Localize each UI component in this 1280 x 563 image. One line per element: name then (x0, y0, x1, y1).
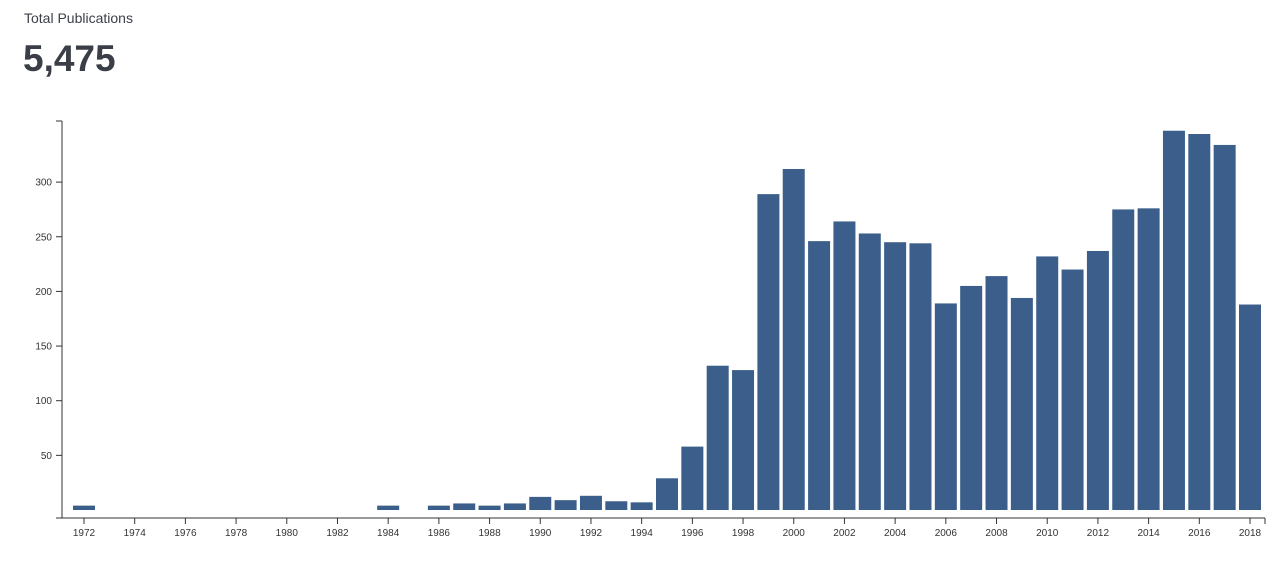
x-tick-label: 1978 (225, 528, 248, 539)
bar-1997 (706, 365, 729, 510)
bar-1996 (681, 446, 704, 510)
bar-2017 (1213, 144, 1236, 511)
x-tick-label: 1980 (276, 528, 299, 539)
x-tick-label: 1982 (326, 528, 349, 539)
x-tick-label: 1996 (681, 528, 704, 539)
bar-1986 (427, 505, 450, 510)
bar-1994 (630, 502, 653, 510)
bar-1998 (732, 370, 755, 510)
bar-2013 (1112, 209, 1135, 511)
bar-2005 (909, 243, 932, 511)
bar-1992 (579, 495, 602, 510)
bar-2003 (858, 233, 881, 510)
y-tick-label: 150 (35, 342, 52, 353)
x-tick-label: 2010 (1036, 528, 1059, 539)
bar-2016 (1188, 134, 1211, 510)
bar-2015 (1162, 130, 1185, 510)
bar-1988 (478, 505, 501, 510)
x-tick-label: 2002 (833, 528, 856, 539)
x-tick-label: 1992 (580, 528, 603, 539)
total-publications-label: Total Publications (24, 10, 133, 26)
bar-1984 (377, 505, 400, 510)
bar-1972 (73, 505, 95, 510)
x-tick-label: 1984 (377, 528, 400, 539)
bar-1990 (529, 496, 552, 510)
bar-2006 (934, 303, 957, 510)
bar-2009 (1010, 297, 1033, 510)
x-tick-label: 2004 (884, 528, 907, 539)
bar-2002 (833, 221, 856, 510)
bar-2010 (1036, 256, 1059, 510)
x-tick-label: 1990 (529, 528, 552, 539)
x-tick-label: 1998 (732, 528, 755, 539)
bar-2001 (808, 241, 831, 510)
bar-1995 (656, 478, 678, 510)
bar-2000 (782, 168, 805, 510)
bar-2012 (1086, 250, 1109, 511)
y-tick-label: 250 (35, 232, 52, 243)
bar-1987 (453, 503, 476, 510)
bar-1993 (605, 501, 628, 510)
x-tick-label: 2012 (1087, 528, 1110, 539)
bar-2011 (1061, 269, 1084, 510)
x-tick-label: 1988 (478, 528, 501, 539)
x-tick-label: 1986 (428, 528, 451, 539)
x-tick-label: 2008 (985, 528, 1008, 539)
y-tick-label: 50 (41, 451, 53, 462)
x-tick-label: 1974 (124, 528, 147, 539)
bar-1991 (554, 500, 577, 510)
total-publications-count: 5,475 (23, 38, 116, 79)
y-tick-label: 200 (35, 287, 52, 298)
x-tick-label: 2014 (1137, 528, 1160, 539)
bar-1999 (757, 194, 780, 511)
x-tick-label: 1994 (631, 528, 654, 539)
x-tick-label: 2016 (1188, 528, 1211, 539)
y-tick-label: 300 (35, 178, 52, 189)
bar-2007 (960, 285, 983, 510)
y-tick-label: 100 (35, 396, 52, 407)
bar-1989 (503, 503, 526, 510)
bar-2018 (1239, 304, 1261, 510)
x-tick-label: 2018 (1239, 528, 1262, 539)
bar-2014 (1137, 208, 1160, 510)
x-tick-label: 1976 (174, 528, 197, 539)
x-tick-label: 2000 (783, 528, 806, 539)
x-tick-label: 1972 (73, 528, 96, 539)
bar-2008 (985, 276, 1008, 510)
x-tick-label: 2006 (935, 528, 958, 539)
bar-2004 (884, 242, 907, 510)
